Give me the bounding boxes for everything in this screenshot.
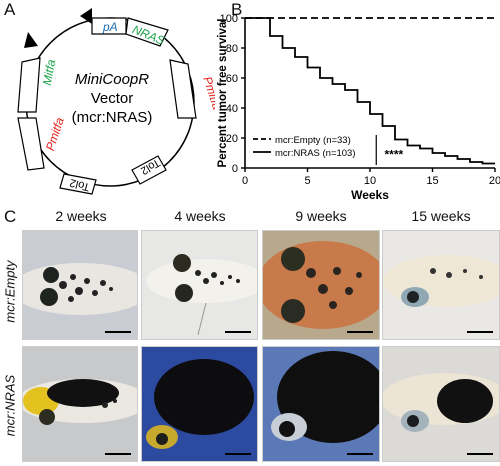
label-tol2-a: Tol2 — [69, 176, 92, 193]
photo-empty-2-weeks — [22, 230, 138, 340]
y-tick-label: 0 — [232, 163, 238, 175]
y-tick-label: 40 — [226, 103, 238, 115]
photo-nras-9-weeks — [262, 346, 380, 462]
panel-label-c: C — [4, 207, 17, 226]
row-label-empty: mcr:Empty — [2, 260, 18, 323]
arrowhead-top-icon — [80, 8, 92, 24]
column-header-2-weeks: 2 weeks — [55, 208, 107, 224]
survival-chart: 0 20 40 60 80 100 0 5 10 15 20 Weeks Percent tumor f… — [217, 13, 500, 202]
photo-nras-2-weeks — [22, 346, 138, 462]
y-tick-label: 80 — [226, 43, 238, 55]
x-tick-label: 0 — [242, 175, 248, 187]
panel-label-a: A — [4, 0, 16, 19]
scale-bar — [347, 331, 373, 333]
scale-bar — [467, 331, 493, 333]
vector-title-line2: Vector — [91, 90, 134, 107]
photo-empty-4-weeks — [141, 230, 258, 340]
x-tick-label: 10 — [364, 175, 376, 187]
x-axis-label: Weeks — [351, 188, 389, 202]
scale-bar — [347, 453, 373, 455]
series-line-1 — [245, 17, 495, 165]
panel-label-b: B — [231, 0, 243, 19]
y-tick-label: 60 — [226, 73, 238, 85]
scale-bar — [225, 331, 251, 333]
significance-annotation: **** — [385, 148, 404, 162]
scale-bar — [225, 453, 251, 455]
column-header-4-weeks: 4 weeks — [174, 208, 226, 224]
photo-empty-15-weeks — [382, 230, 500, 340]
vector-title-line3: (mcr:NRAS) — [72, 109, 153, 126]
photo-empty-9-weeks — [262, 230, 380, 340]
row-label-nras: mcr:NRAS — [2, 374, 18, 437]
label-pA: pA — [102, 20, 118, 34]
tol2-box-b — [131, 155, 167, 185]
scale-bar — [467, 453, 493, 455]
column-header-9-weeks: 9 weeks — [295, 208, 347, 224]
pmitfa-left-box — [17, 117, 45, 171]
label-pmitfa-left: Pmitfa — [43, 115, 67, 152]
y-axis-label: Percent tumor free survival — [217, 19, 229, 168]
arrowhead-left-icon — [24, 32, 38, 48]
y-tick-label: 20 — [226, 133, 238, 145]
nras-box — [125, 17, 169, 47]
x-tick-label: 5 — [304, 175, 310, 187]
scale-bar — [105, 453, 131, 455]
legend-label-1: mcr:NRAS (n=103) — [275, 148, 356, 159]
y-tick-label: 100 — [220, 13, 238, 25]
photo-nras-4-weeks — [141, 346, 258, 462]
legend-label-0: mcr:Empty (n=33) — [275, 135, 351, 146]
mitfa-box — [17, 57, 41, 113]
pmitfa-right-box — [169, 59, 197, 119]
x-tick-label: 20 — [489, 175, 500, 187]
tol2-box-a — [59, 173, 97, 195]
vector-map: pA NRAS Pmitfa Mitfa Pmitfa Tol2 Tol2 Mi… — [17, 8, 215, 195]
column-header-15-weeks: 15 weeks — [411, 208, 471, 224]
vector-title-line1: MiniCoopR — [75, 71, 149, 88]
label-pmitfa-right: Pmitfa — [200, 75, 215, 112]
scale-bar — [105, 331, 131, 333]
x-tick-label: 15 — [426, 175, 438, 187]
label-mitfa: Mitfa — [40, 58, 58, 86]
photo-nras-15-weeks — [382, 346, 500, 462]
